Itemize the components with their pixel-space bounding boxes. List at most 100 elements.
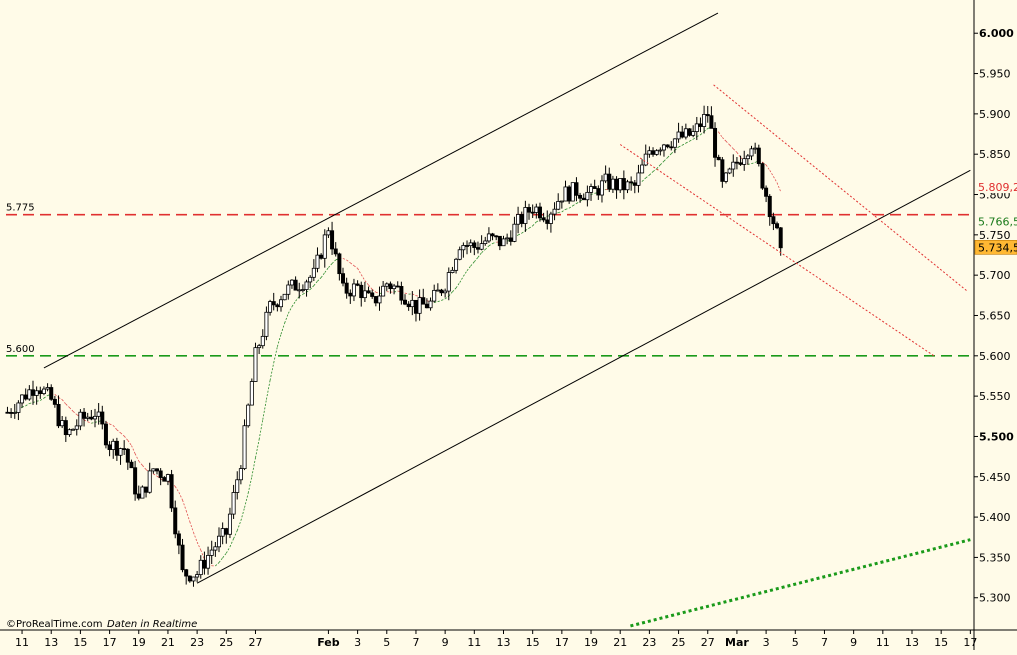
- x-tick-label-22: 27: [701, 636, 715, 649]
- x-tick-label-7: 25: [219, 636, 233, 649]
- candle-body-77: [287, 285, 290, 294]
- candle-body-71: [265, 312, 268, 336]
- candle-body-133: [491, 234, 494, 236]
- price-marker-label-2: 5.734,5: [978, 241, 1017, 254]
- candle-body-150: [553, 209, 556, 214]
- candle-body-198: [728, 169, 731, 173]
- x-tick-label-4: 19: [132, 636, 146, 649]
- candle-body-48: [181, 545, 184, 570]
- x-tick-label-5: 21: [161, 636, 175, 649]
- candle-body-196: [721, 160, 724, 182]
- candle-body-106: [392, 286, 395, 289]
- candle-body-72: [268, 302, 271, 313]
- candle-body-206: [757, 148, 760, 164]
- candle-body-4: [20, 395, 23, 403]
- candle-body-176: [648, 151, 651, 154]
- candle-body-38: [144, 487, 147, 492]
- candle-body-0: [6, 412, 9, 413]
- credit-note: Daten in Realtime: [107, 619, 197, 630]
- candle-body-14: [57, 404, 60, 425]
- candle-body-209: [768, 196, 771, 216]
- candle-body-144: [531, 212, 534, 213]
- candle-body-158: [582, 198, 585, 199]
- candle-body-185: [681, 132, 684, 137]
- candle-body-146: [538, 207, 541, 218]
- candle-body-160: [589, 187, 592, 193]
- candle-body-193: [710, 116, 713, 129]
- candle-body-180: [662, 145, 665, 150]
- candle-body-76: [283, 294, 286, 299]
- candle-body-24: [93, 416, 96, 419]
- x-tick-label-25: 5: [792, 636, 799, 649]
- candle-body-29: [112, 441, 115, 449]
- candle-body-55: [206, 555, 209, 568]
- x-tick-label-12: 7: [412, 636, 419, 649]
- candle-body-83: [309, 277, 312, 282]
- candle-body-94: [349, 293, 352, 296]
- candle-body-98: [363, 291, 366, 298]
- candle-body-118: [436, 290, 439, 291]
- x-tick-label-21: 25: [672, 636, 686, 649]
- candle-body-86: [320, 255, 323, 258]
- y-tick-label-14: 5.300: [979, 592, 1011, 605]
- candle-body-184: [677, 132, 680, 139]
- candle-body-112: [414, 300, 417, 313]
- price-marker-label-0: 5.809,2: [978, 181, 1017, 194]
- candle-body-33: [126, 449, 129, 462]
- candle-body-95: [352, 284, 355, 296]
- candle-body-12: [50, 388, 53, 400]
- candle-body-89: [330, 231, 333, 249]
- candle-body-111: [411, 300, 414, 306]
- candle-body-177: [651, 151, 654, 155]
- candle-body-129: [476, 248, 479, 250]
- candle-body-102: [378, 296, 381, 303]
- candle-body-51: [192, 577, 195, 581]
- y-tick-label-11: 5.450: [979, 471, 1011, 484]
- candle-body-189: [695, 124, 698, 132]
- candle-body-130: [480, 244, 483, 250]
- candle-body-171: [630, 182, 633, 183]
- x-tick-label-14: 11: [467, 636, 481, 649]
- x-tick-label-2: 15: [73, 636, 87, 649]
- candle-body-8: [35, 391, 38, 396]
- candle-body-178: [655, 151, 658, 155]
- candle-body-9: [39, 391, 42, 394]
- candle-body-201: [739, 163, 742, 165]
- candle-body-174: [640, 165, 643, 173]
- candle-body-36: [137, 494, 140, 498]
- candle-body-49: [185, 570, 188, 576]
- candle-body-116: [429, 301, 432, 308]
- candle-body-145: [535, 207, 538, 212]
- x-tick-label-18: 19: [584, 636, 598, 649]
- candle-body-181: [666, 145, 669, 147]
- candle-body-182: [670, 147, 673, 148]
- x-tick-label-1: 13: [44, 636, 58, 649]
- candle-body-136: [502, 239, 505, 246]
- candle-body-34: [130, 462, 133, 468]
- candle-body-87: [323, 235, 326, 258]
- candle-body-166: [611, 179, 614, 189]
- candle-body-120: [444, 291, 447, 293]
- candle-body-172: [633, 183, 636, 186]
- candle-body-123: [454, 259, 457, 270]
- candle-body-210: [772, 217, 775, 224]
- x-tick-label-30: 15: [934, 636, 948, 649]
- candle-body-23: [90, 417, 93, 419]
- y-tick-label-7: 5.650: [979, 309, 1011, 322]
- candle-body-70: [261, 336, 264, 345]
- candle-body-101: [374, 296, 377, 302]
- candle-body-45: [170, 475, 173, 508]
- candle-body-122: [451, 270, 454, 272]
- candle-body-159: [586, 192, 589, 199]
- candle-body-97: [360, 285, 363, 297]
- candle-body-108: [400, 286, 403, 300]
- candle-body-6: [28, 390, 31, 399]
- candle-body-179: [659, 150, 662, 151]
- candle-body-125: [462, 245, 465, 249]
- candle-body-44: [166, 475, 169, 482]
- candle-body-156: [575, 183, 578, 196]
- candle-body-109: [403, 300, 406, 304]
- x-tick-label-20: 23: [642, 636, 656, 649]
